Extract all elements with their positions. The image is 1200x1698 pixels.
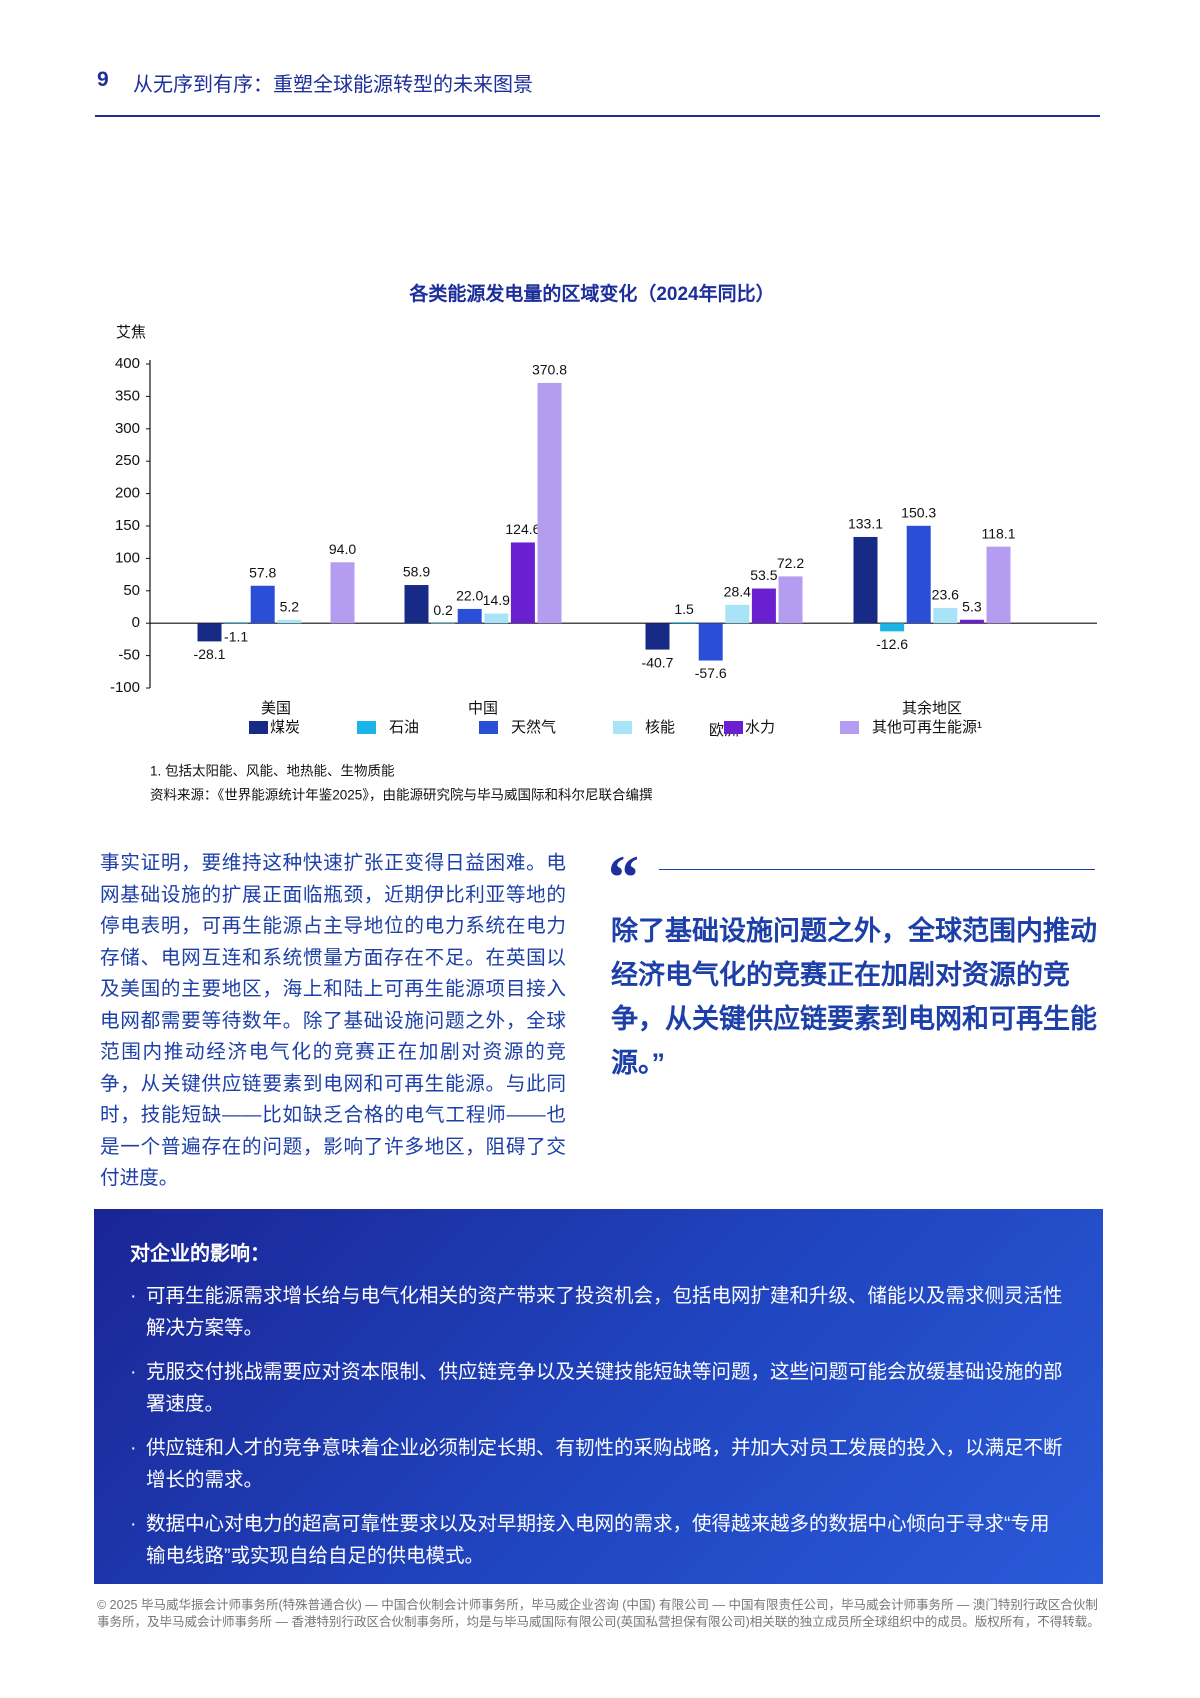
- chart-title: 各类能源发电量的区域变化（2024年同比）: [408, 282, 774, 305]
- legend-label: 其他可再生能源¹: [872, 719, 982, 736]
- value-label: 28.4: [724, 583, 751, 599]
- bar: [880, 623, 905, 632]
- bar: [431, 623, 456, 624]
- value-label: 58.9: [403, 564, 430, 580]
- y-axis-label: 艾焦: [116, 324, 146, 341]
- x-tick-label: 美国: [261, 700, 291, 717]
- legend-label: 核能: [645, 719, 675, 736]
- value-label: 23.6: [932, 587, 959, 603]
- y-tick-label: 50: [123, 582, 140, 599]
- bar: [224, 623, 249, 624]
- legend-label: 天然气: [511, 719, 556, 736]
- legend-swatch: [613, 721, 632, 734]
- bar: [277, 619, 302, 624]
- value-label: -12.6: [876, 636, 908, 652]
- bar: [778, 576, 803, 624]
- value-label: 22.0: [456, 588, 483, 604]
- quote-rule: [659, 869, 1095, 870]
- value-label: 72.2: [777, 555, 804, 571]
- box-item: 供应链和人才的竞争意味着企业必须制定长期、有韧性的采购战略，并加大对员工发展的投…: [130, 1433, 1065, 1496]
- footer: © 2025 毕马威华振会计师事务所(特殊普通合伙) — 中国合伙制会计师事务所…: [97, 1598, 1100, 1629]
- bar: [330, 562, 355, 624]
- y-tick-label: -50: [118, 647, 140, 664]
- y-tick-label: 250: [115, 452, 140, 469]
- value-label: 14.9: [483, 592, 510, 608]
- value-label: -40.7: [642, 654, 674, 670]
- value-label: 94.0: [329, 541, 356, 557]
- impact-box: 对企业的影响： 可再生能源需求增长给与电气化相关的资产带来了投资机会，包括电网扩…: [94, 1209, 1103, 1584]
- box-item: 克服交付挑战需要应对资本限制、供应链竞争以及关键技能短缺等问题，这些问题可能会放…: [130, 1357, 1065, 1420]
- value-label: 370.8: [532, 362, 567, 378]
- legend-label: 水力: [745, 719, 775, 736]
- quote-mark: “: [608, 844, 639, 912]
- value-label: 133.1: [848, 516, 883, 532]
- y-tick-label: -100: [110, 679, 140, 696]
- bar: [853, 536, 878, 624]
- box-item: 数据中心对电力的超高可靠性要求以及对早期接入电网的需求，使得越来越多的数据中心倾…: [130, 1509, 1065, 1572]
- bar: [537, 382, 562, 624]
- box-title: 对企业的影响：: [130, 1243, 270, 1265]
- value-label: 53.5: [750, 567, 777, 583]
- body-paragraph: 事实证明，要维持这种快速扩张正变得日益困难。电网基础设施的扩展正面临瓶颈，近期伊…: [100, 852, 566, 1189]
- y-tick-label: 400: [115, 355, 140, 372]
- y-tick-label: 150: [115, 517, 140, 534]
- legend-label: 石油: [389, 719, 419, 736]
- bar: [404, 585, 429, 624]
- y-tick-label: 0: [132, 614, 140, 631]
- value-label: -57.6: [695, 665, 727, 681]
- bar: [457, 608, 482, 624]
- legend-swatch: [840, 721, 859, 734]
- value-label: 57.8: [249, 564, 276, 580]
- bar: [510, 542, 535, 624]
- y-tick-label: 100: [115, 549, 140, 566]
- header-rule: [95, 115, 1100, 117]
- footnote: 1. 包括太阳能、风能、地热能、生物质能: [150, 764, 395, 779]
- value-label: 5.3: [962, 598, 982, 614]
- value-label: -28.1: [194, 646, 226, 662]
- y-tick-label: 300: [115, 420, 140, 437]
- bar: [484, 613, 509, 624]
- value-label: 124.6: [505, 521, 540, 537]
- bar: [751, 588, 776, 624]
- bar: [698, 623, 723, 661]
- value-label: 1.5: [674, 601, 694, 617]
- bar: [197, 623, 222, 642]
- value-label: -1.1: [224, 629, 248, 645]
- bar: [906, 525, 931, 624]
- value-label: 118.1: [982, 525, 1016, 541]
- bar: [725, 604, 750, 624]
- pull-quote: 除了基础设施问题之外，全球范围内推动经济电气化的竞赛正在加剧对资源的竞争，从关键…: [611, 916, 1097, 1078]
- page-number: 9: [97, 68, 109, 91]
- value-label: 150.3: [901, 505, 936, 521]
- x-tick-label: 其余地区: [902, 699, 962, 717]
- bar: [959, 619, 984, 624]
- legend-swatch: [249, 721, 268, 734]
- y-tick-label: 200: [115, 485, 140, 502]
- legend-swatch: [357, 721, 376, 734]
- source: 资料来源：《世界能源统计年鉴2025》，由能源研究院与毕马威国际和科尔尼联合编撰: [150, 788, 653, 803]
- chart: 各类能源发电量的区域变化（2024年同比） 艾焦 1. 包括太阳能、风能、地热能…: [110, 282, 1097, 803]
- header-title: 从无序到有序：重塑全球能源转型的未来图景: [133, 74, 533, 96]
- bar: [933, 607, 958, 624]
- legend-swatch: [479, 721, 498, 734]
- x-tick-label: 中国: [468, 700, 498, 717]
- bar: [250, 585, 275, 624]
- y-tick-label: 350: [115, 387, 140, 404]
- value-label: 0.2: [433, 602, 453, 618]
- legend-swatch: [724, 721, 743, 734]
- box-list: 可再生能源需求增长给与电气化相关的资产带来了投资机会，包括电网扩建和升级、储能以…: [130, 1281, 1065, 1585]
- bar: [986, 546, 1011, 624]
- box-item: 可再生能源需求增长给与电气化相关的资产带来了投资机会，包括电网扩建和升级、储能以…: [130, 1281, 1065, 1344]
- value-label: 5.2: [280, 599, 300, 615]
- bar: [645, 623, 670, 650]
- legend-label: 煤炭: [270, 719, 300, 736]
- bar: [672, 622, 697, 624]
